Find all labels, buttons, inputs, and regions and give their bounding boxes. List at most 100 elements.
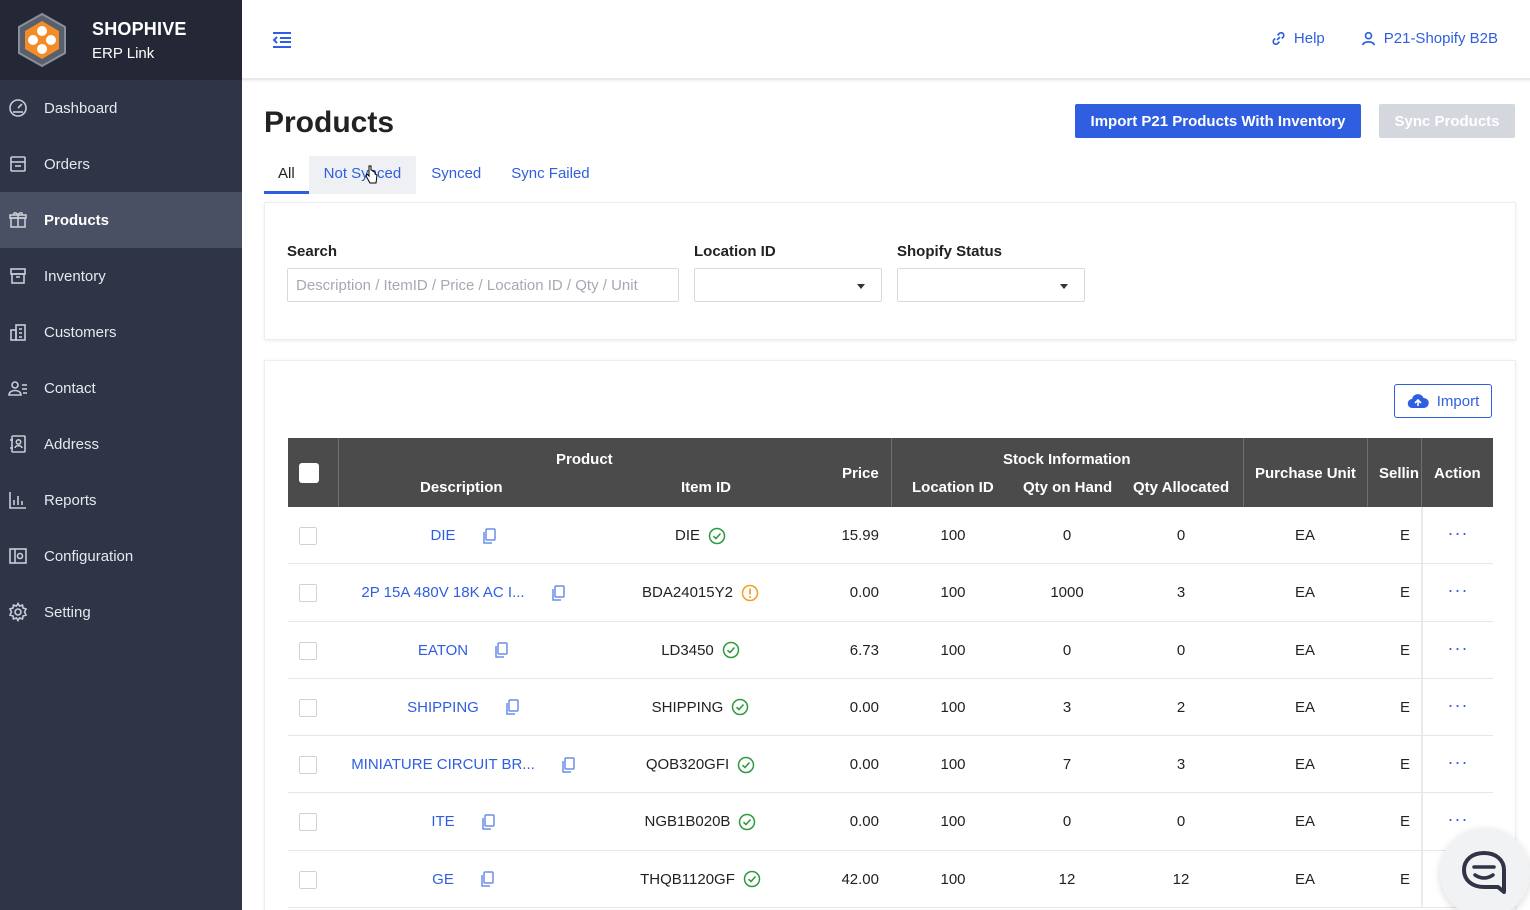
account-menu[interactable]: P21-Shopify B2B — [1361, 30, 1498, 47]
help-link[interactable]: Help — [1271, 30, 1325, 47]
sidebar-item-label: Orders — [44, 155, 90, 173]
location-select[interactable] — [694, 268, 882, 302]
tab-sync-failed[interactable]: Sync Failed — [511, 165, 590, 182]
selling-unit: EA — [1400, 813, 1410, 831]
tab-all[interactable]: All — [264, 156, 309, 194]
row-checkbox[interactable] — [299, 698, 317, 717]
row-action-menu-icon[interactable]: ··· — [1447, 637, 1469, 658]
row-checkbox[interactable] — [299, 584, 317, 603]
import-products-with-inventory-button[interactable]: Import P21 Products With Inventory — [1075, 104, 1361, 138]
cloud-upload-icon — [1407, 394, 1429, 409]
location-id: 100 — [940, 756, 966, 774]
header-price[interactable]: Price — [842, 465, 879, 482]
sidebar-item-label: Reports — [44, 491, 97, 509]
select-all-checkbox[interactable] — [299, 463, 319, 483]
table-row: ITE NGB1B020B 0.00 100 0 0 EA EA ··· — [288, 793, 1493, 851]
product-description-link[interactable]: MINIATURE CIRCUIT BR... — [351, 756, 535, 774]
row-checkbox[interactable] — [299, 641, 317, 660]
row-action-menu-icon[interactable]: ··· — [1447, 752, 1469, 773]
brand[interactable]: SHOPHIVE ERP Link — [0, 0, 242, 80]
tab-synced[interactable]: Synced — [431, 165, 482, 182]
menu-collapse-icon[interactable] — [270, 28, 294, 52]
search-input[interactable] — [287, 268, 679, 302]
table-row: 2P 15A 480V 18K AC I... BDA24015Y2 0.00 100… — [288, 564, 1493, 622]
copy-icon[interactable] — [482, 527, 496, 544]
sidebar-item-orders[interactable]: Orders — [0, 136, 242, 192]
price: 15.99 — [841, 527, 879, 544]
row-action-menu-icon[interactable]: ··· — [1447, 580, 1469, 601]
product-description-link[interactable]: EATON — [417, 641, 469, 659]
selling-unit: EA — [1400, 870, 1410, 888]
header-qty-allocated[interactable]: Qty Allocated — [1133, 479, 1230, 496]
warning-circle-icon — [741, 584, 759, 602]
table-row: EATON LD3450 6.73 100 0 0 EA EA ··· — [288, 621, 1493, 679]
selling-unit: EA — [1400, 698, 1410, 716]
row-checkbox[interactable] — [299, 813, 317, 832]
qty-allocated: 0 — [1176, 641, 1186, 659]
row-checkbox[interactable] — [299, 527, 317, 545]
qty-on-hand: 0 — [1062, 527, 1072, 544]
import-label: Import — [1436, 392, 1480, 410]
sidebar-item-address[interactable]: Address — [0, 416, 242, 472]
header-selling-unit[interactable]: Selling — [1379, 465, 1419, 482]
sidebar-item-inventory[interactable]: Inventory — [0, 248, 242, 304]
row-action-menu-icon[interactable]: ··· — [1447, 694, 1469, 715]
search-group: Search — [287, 243, 679, 302]
sidebar-nav: Dashboard Orders Products Inventory Customer… — [0, 80, 242, 640]
product-description-link[interactable]: GE — [432, 870, 454, 888]
selling-unit: EA — [1400, 584, 1410, 602]
chevron-down-icon — [1060, 284, 1068, 289]
header-purchase-unit[interactable]: Purchase Unit — [1255, 465, 1356, 482]
chat-widget-button[interactable] — [1440, 828, 1530, 910]
shopify-status-label: Shopify Status — [897, 243, 1003, 260]
copy-icon[interactable] — [561, 756, 575, 773]
row-checkbox[interactable] — [299, 756, 317, 775]
sidebar-item-label: Customers — [44, 323, 117, 341]
header-description[interactable]: Description — [420, 479, 503, 496]
qty-on-hand: 0 — [1062, 641, 1072, 659]
row-action-menu-icon[interactable]: ··· — [1447, 809, 1469, 830]
sidebar-item-configuration[interactable]: Configuration — [0, 528, 242, 584]
sidebar-item-contact[interactable]: Contact — [0, 360, 242, 416]
location-label: Location ID — [694, 243, 776, 260]
product-description-link[interactable]: 2P 15A 480V 18K AC I... — [361, 584, 525, 602]
shophive-logo-icon — [18, 12, 66, 68]
product-description-link[interactable]: ITE — [431, 813, 455, 831]
item-id: LD3450 — [661, 641, 714, 659]
qty-on-hand: 0 — [1062, 813, 1072, 831]
sidebar-item-setting[interactable]: Setting — [0, 584, 242, 640]
qty-allocated: 2 — [1176, 698, 1186, 716]
copy-icon[interactable] — [551, 585, 565, 601]
sync-products-button[interactable]: Sync Products — [1379, 104, 1515, 138]
tab-not-synced[interactable]: Not Synced — [308, 156, 417, 194]
copy-icon[interactable] — [505, 699, 519, 716]
sidebar-item-label: Configuration — [44, 547, 134, 565]
shopify-status-select[interactable] — [897, 268, 1085, 302]
price: 0.00 — [849, 584, 879, 602]
qty-allocated: 12 — [1172, 870, 1190, 888]
copy-icon[interactable] — [481, 814, 495, 830]
header-item-id[interactable]: Item ID — [681, 479, 732, 496]
header-location-id[interactable]: Location ID — [912, 479, 994, 496]
selling-unit: EA — [1400, 527, 1410, 544]
account-label: P21-Shopify B2B — [1383, 30, 1498, 47]
product-description-link[interactable]: DIE — [430, 527, 456, 544]
sidebar-item-customers[interactable]: Customers — [0, 304, 242, 360]
purchase-unit: EA — [1294, 870, 1315, 888]
header-qty-on-hand[interactable]: Qty on Hand — [1023, 479, 1113, 496]
filter-panel: Search Location ID Shopify Status — [264, 202, 1516, 340]
check-circle-icon — [722, 641, 740, 659]
copy-icon[interactable] — [480, 871, 494, 888]
row-action-menu-icon[interactable]: ··· — [1447, 523, 1469, 543]
location-id: 100 — [940, 584, 966, 602]
sidebar-item-products[interactable]: Products — [0, 192, 242, 248]
import-button[interactable]: Import — [1394, 384, 1492, 418]
header-stock-information: Stock Information — [1003, 451, 1131, 468]
sidebar-item-reports[interactable]: Reports — [0, 472, 242, 528]
copy-icon[interactable] — [494, 642, 508, 658]
sidebar-item-dashboard[interactable]: Dashboard — [0, 80, 242, 136]
row-checkbox[interactable] — [299, 870, 317, 889]
product-description-link[interactable]: SHIPPING — [407, 698, 479, 716]
header-product: Product — [556, 451, 613, 468]
